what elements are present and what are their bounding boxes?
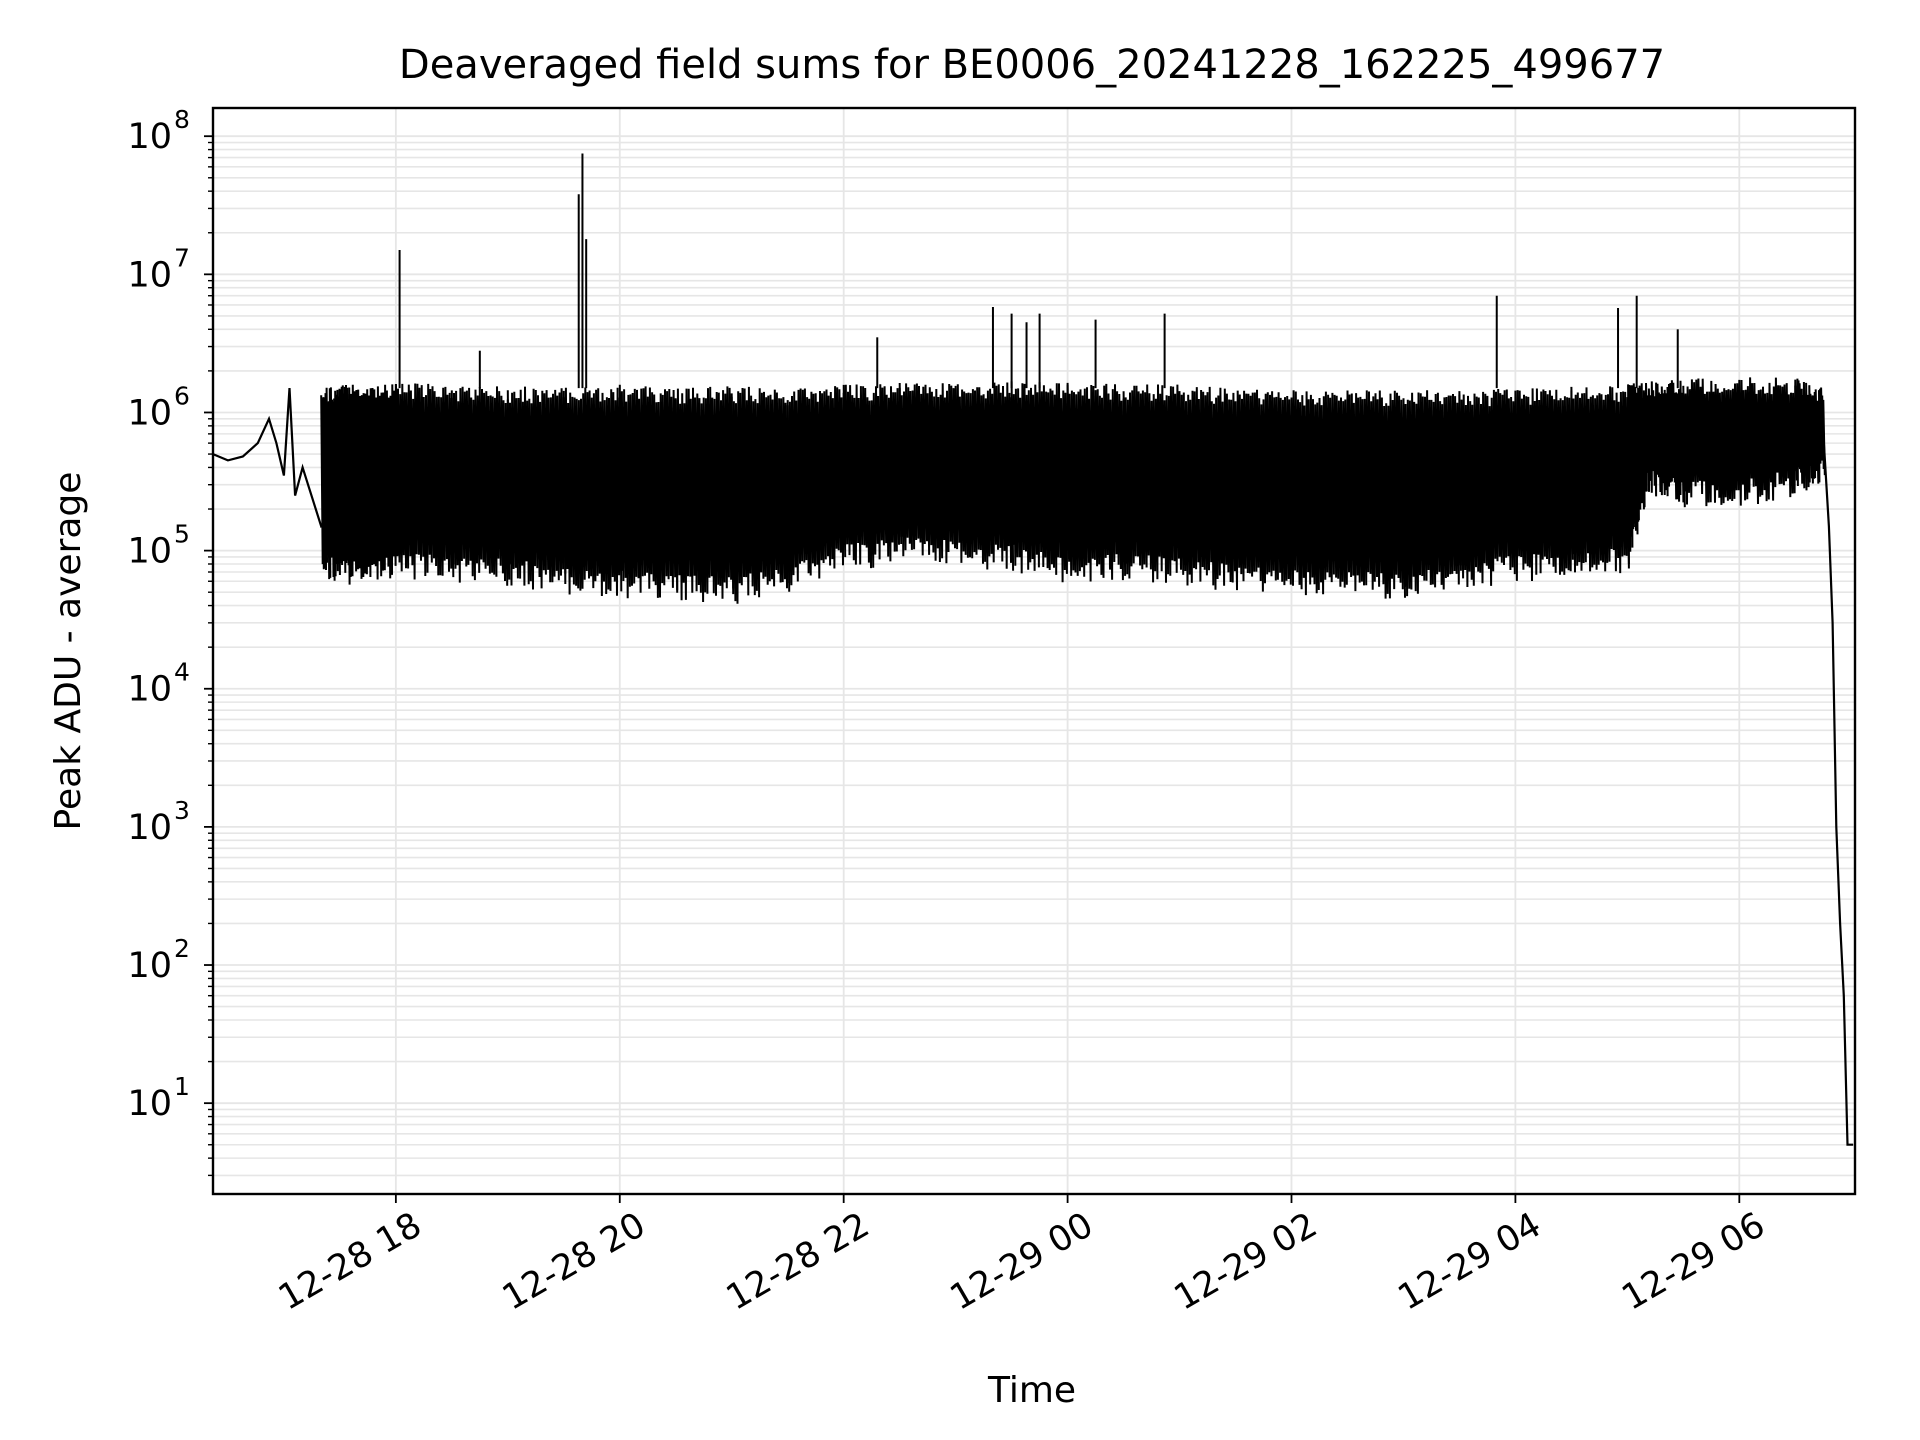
chart-title: Deaveraged field sums for BE0006_2024122…: [399, 42, 1665, 88]
series-band-segment: [954, 382, 1015, 571]
series-band-segment: [1458, 388, 1518, 588]
y-tick-label-exponent: 5: [174, 520, 190, 549]
series-band-segment: [1514, 388, 1574, 582]
series-band-segment: [1234, 389, 1294, 592]
series-band-segment: [1794, 378, 1826, 491]
y-tick-label: 10: [127, 117, 172, 157]
series-band-segment: [1682, 378, 1742, 507]
series-band-segment: [618, 384, 679, 599]
series-band-segment: [1645, 380, 1686, 508]
series-band-segment: [786, 386, 847, 592]
series-band-segment: [674, 386, 735, 603]
series-band-segment: [842, 384, 903, 569]
series-band-segment: [562, 387, 623, 597]
y-tick-label: 10: [127, 946, 172, 986]
series-band-segment: [320, 384, 352, 585]
series-band-segment: [348, 384, 399, 580]
y-tick-label-exponent: 2: [174, 934, 190, 963]
series-band-segment: [1178, 386, 1238, 590]
y-axis-label: Peak ADU - average: [48, 472, 89, 831]
series-band-segment: [1402, 390, 1462, 597]
y-tick-label: 10: [127, 532, 172, 572]
x-axis-label: Time: [987, 1370, 1076, 1411]
y-tick-label-exponent: 4: [174, 658, 190, 687]
y-tick-label-exponent: 6: [174, 381, 190, 410]
series-band-segment: [1290, 390, 1350, 596]
y-tick-label-exponent: 8: [174, 105, 190, 134]
y-tick-label: 10: [127, 1084, 172, 1124]
series-band-segment: [730, 386, 791, 604]
series-band-segment: [394, 383, 455, 580]
series-band: [320, 377, 1826, 604]
series-band-segment: [506, 386, 567, 590]
series-band-segment: [1626, 383, 1649, 569]
plot-frame: [211, 106, 1857, 1196]
series-band-segment: [1122, 384, 1182, 583]
y-tick-label: 10: [127, 808, 172, 848]
y-tick-label: 10: [127, 670, 172, 710]
series-band-segment: [1010, 381, 1071, 583]
y-tick-label-exponent: 1: [174, 1072, 190, 1101]
series-band-segment: [1346, 390, 1406, 599]
series-spikes: [398, 153, 1679, 389]
series-band-segment: [1066, 383, 1127, 582]
y-tick-label: 10: [127, 393, 172, 433]
y-tick-label-exponent: 3: [174, 796, 190, 825]
series-band-segment: [1570, 386, 1630, 574]
grid: [213, 108, 1855, 1194]
series-band-segment: [450, 386, 511, 586]
series-band-segment: [898, 382, 959, 564]
y-tick-label: 10: [127, 255, 172, 295]
series-line-0: [212, 388, 1854, 1146]
y-tick-label-exponent: 7: [174, 243, 190, 272]
